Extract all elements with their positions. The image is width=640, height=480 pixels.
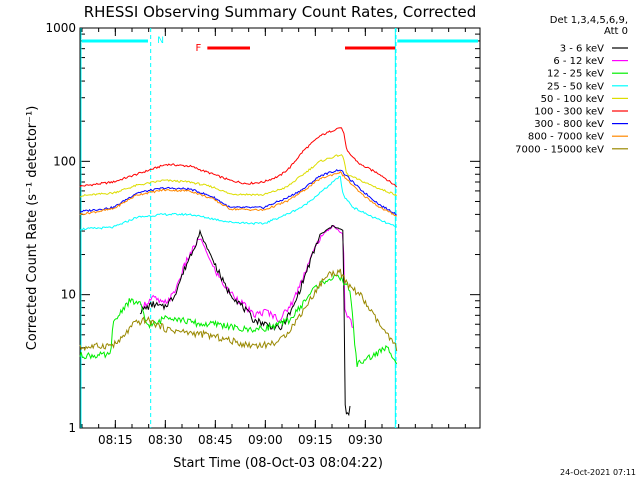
series-line — [79, 154, 398, 198]
y-tick-label: 100 — [53, 154, 76, 168]
x-tick-label: 08:45 — [198, 433, 233, 447]
series-line — [139, 224, 351, 417]
series-line — [139, 225, 354, 329]
legend-entry-label: 3 - 6 keV — [560, 44, 604, 55]
legend-entry-label: 12 - 25 keV — [547, 69, 604, 80]
series-line — [79, 170, 397, 217]
chart-title: RHESSI Observing Summary Count Rates, Co… — [84, 3, 477, 21]
legend-header: Att 0 — [604, 26, 628, 37]
legend-entry-label: 800 - 7000 keV — [528, 132, 604, 143]
legend-entry-label: 100 - 300 keV — [534, 107, 604, 118]
footer-timestamp: 24-Oct-2021 07:11 — [560, 468, 636, 477]
x-axis-label: Start Time (08-Oct-03 08:04:22) — [173, 456, 383, 471]
legend-header: Det 1,3,4,5,6,9, — [550, 15, 628, 26]
series-line — [79, 268, 398, 352]
attenuator-label: N — [157, 36, 164, 46]
y-tick-label: 1 — [68, 421, 76, 435]
series-layer — [79, 127, 398, 417]
x-tick-label: 08:15 — [98, 433, 133, 447]
axis-ticks: 08:15 08:30 08:45 09:00 09:15 09:30 1 10 100 1000 — [45, 21, 480, 447]
x-tick-label: 09:30 — [348, 433, 383, 447]
legend-entry-label: 6 - 12 keV — [553, 56, 604, 67]
x-tick-label: 09:00 — [248, 433, 283, 447]
series-line — [79, 127, 398, 188]
legend-entry-label: 50 - 100 keV — [541, 94, 605, 105]
series-line — [79, 175, 397, 231]
legend-entry-label: 25 - 50 keV — [547, 81, 604, 92]
series-line — [79, 168, 397, 216]
y-axis-label: Corrected Count Rate (s⁻¹ detector⁻¹) — [25, 106, 40, 351]
legend-entry-label: 300 - 800 keV — [534, 119, 604, 130]
series-line — [79, 274, 398, 368]
flare-label: F — [195, 43, 201, 54]
y-tick-label: 10 — [61, 288, 76, 302]
x-tick-label: 09:15 — [298, 433, 333, 447]
legend-entry-label: 7000 - 15000 keV — [515, 144, 604, 155]
y-tick-label: 1000 — [45, 21, 76, 35]
x-tick-label: 08:30 — [148, 433, 183, 447]
annotation-layer: NF — [80, 28, 478, 428]
plot-frame — [79, 27, 481, 429]
